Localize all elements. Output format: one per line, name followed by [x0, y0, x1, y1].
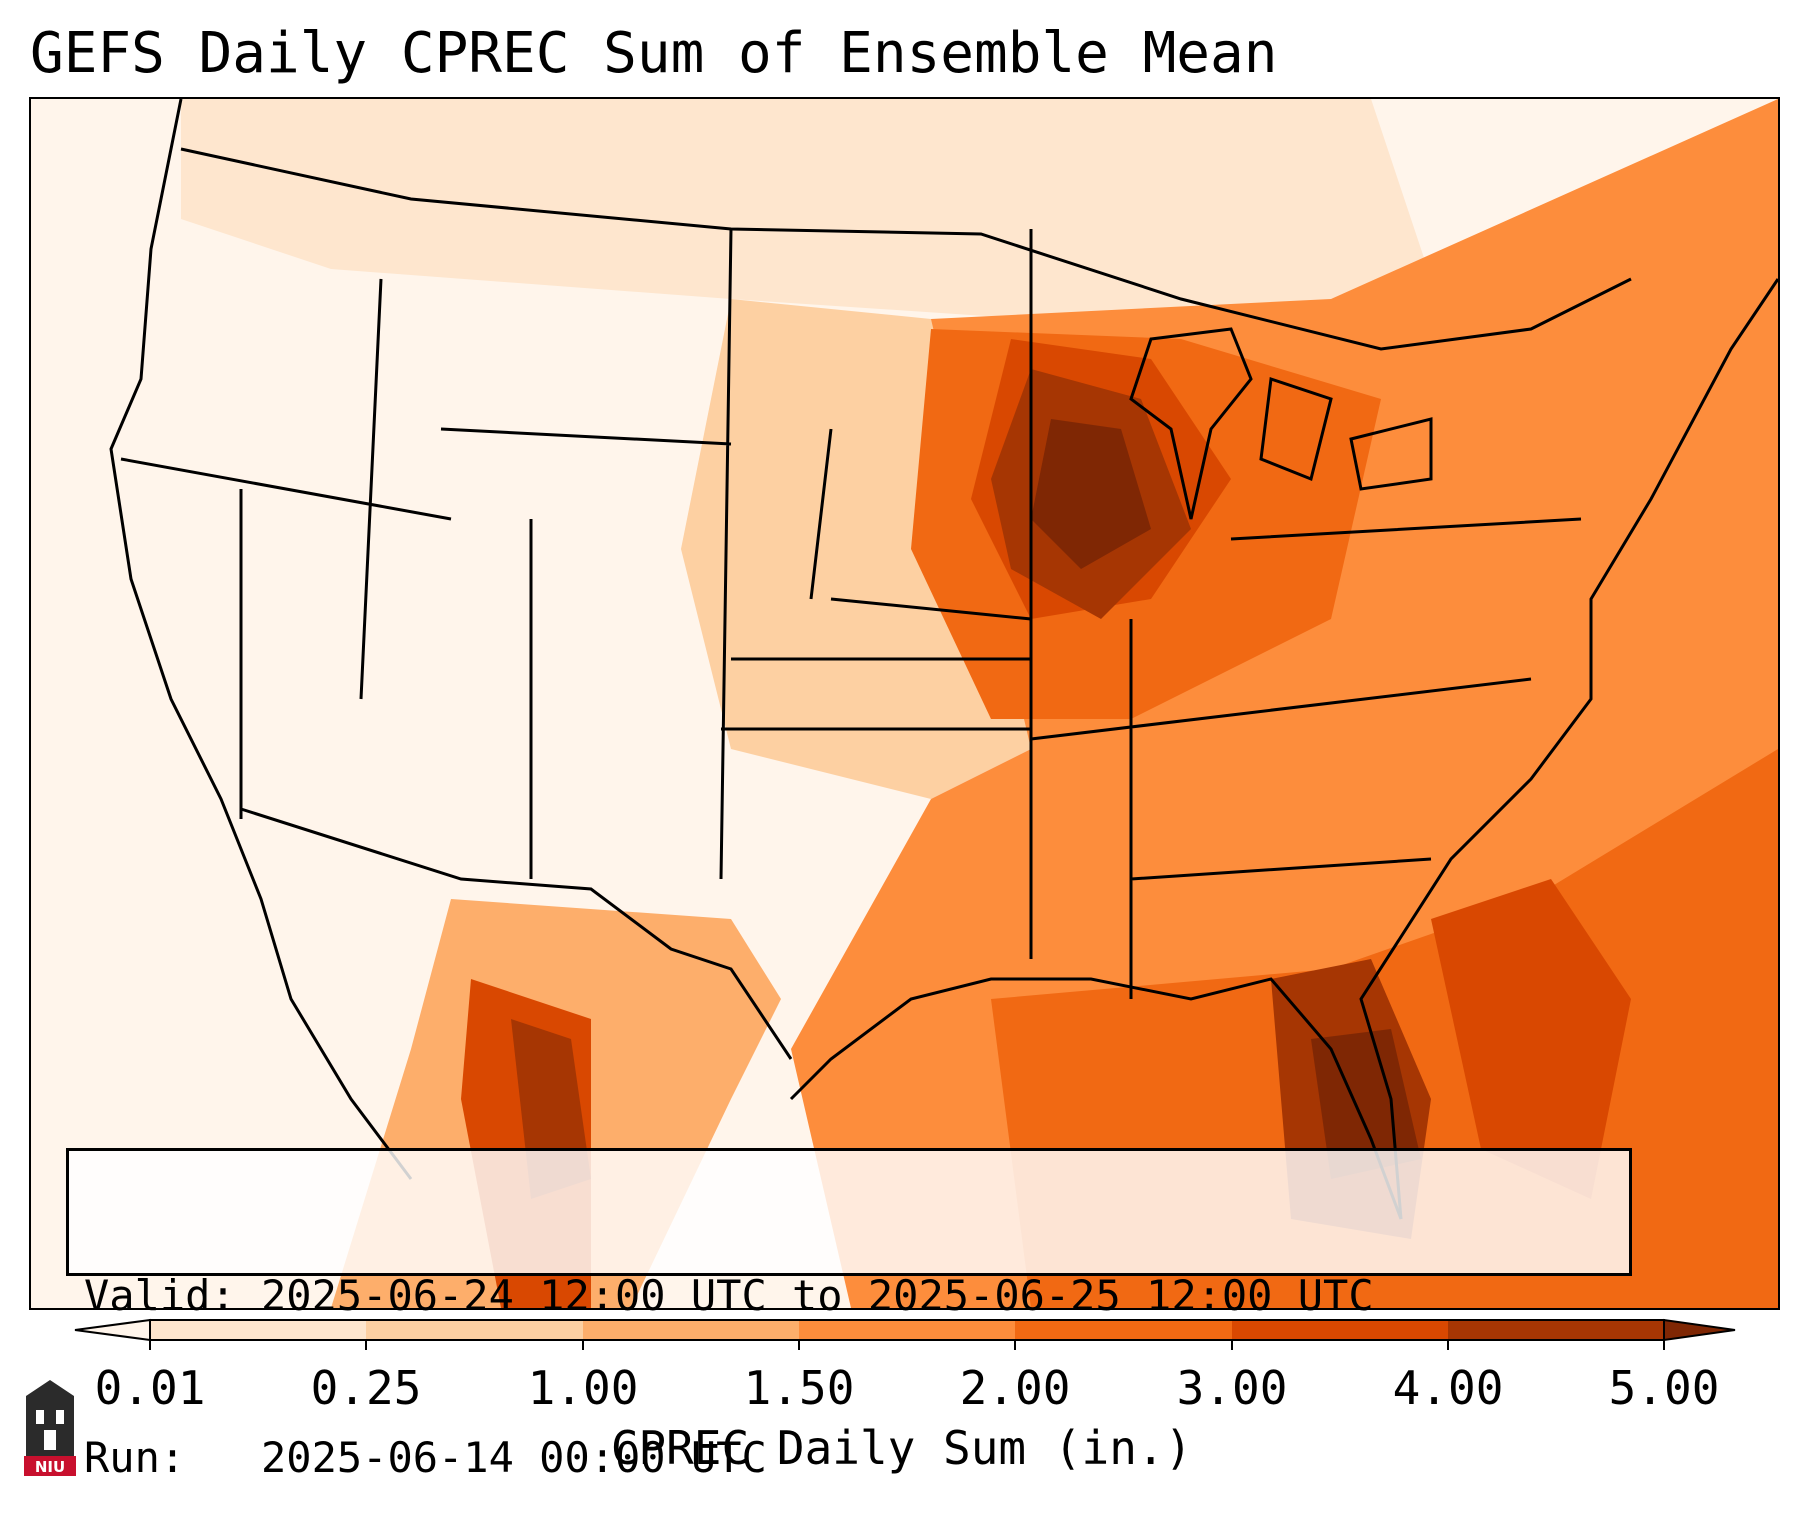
- colorbar-outline: [149, 1319, 1665, 1341]
- colorbar-segment: [1232, 1320, 1448, 1340]
- colorbar-tick-label: 5.00: [1608, 1361, 1720, 1415]
- colorbar-segment: [366, 1320, 583, 1340]
- valid-time-range: 2025-06-24 12:00 UTC to 2025-06-25 12:00…: [261, 1271, 1374, 1320]
- colorbar-segment: [799, 1320, 1015, 1340]
- map-title: GEFS Daily CPREC Sum of Ensemble Mean: [30, 21, 1278, 86]
- colorbar-label: CPREC Daily Sum (in.): [610, 1421, 1193, 1475]
- gulf-coastline: [789, 977, 1403, 1220]
- colorbar-segment: [583, 1320, 799, 1340]
- colorbar-extend-high: [1663, 1318, 1736, 1342]
- colorbar-tick-label: 1.00: [527, 1361, 639, 1415]
- run-time-line: Run: 2025-06-14 00:00 UTC: [84, 1431, 1629, 1485]
- niu-logo: NIU: [24, 1380, 76, 1476]
- rain-field-light-north: [181, 99, 1431, 329]
- colorbar-tick-label: 2.00: [959, 1361, 1071, 1415]
- colorbar-segment: [150, 1320, 366, 1340]
- map-panel: [29, 97, 1780, 1310]
- great-lakes: [1129, 327, 1433, 520]
- colorbar-segment: [1015, 1320, 1232, 1340]
- colorbar-extend-low: [74, 1318, 151, 1342]
- run-time: 2025-06-14 00:00 UTC: [261, 1433, 767, 1482]
- colorbar-tick-label: 4.00: [1392, 1361, 1504, 1415]
- coastline: [109, 99, 413, 1180]
- logo-roof-icon: [26, 1380, 74, 1396]
- run-label: Run:: [84, 1433, 236, 1482]
- pacific-region: [31, 99, 281, 1308]
- valid-time-line: Valid: 2025-06-24 12:00 UTC to 2025-06-2…: [84, 1269, 1629, 1323]
- colorbar-tick-label: 3.00: [1176, 1361, 1288, 1415]
- canada-border: [180, 147, 1632, 351]
- colorbar-segment: [1448, 1320, 1664, 1340]
- colorbar-tick-label: 0.25: [310, 1361, 422, 1415]
- logo-text: NIU: [35, 1458, 65, 1476]
- colorbar: [74, 1318, 1736, 1350]
- rain-field-atlantic: [1431, 879, 1631, 1199]
- state-borders: [120, 228, 1582, 999]
- colorbar-tick-label: 0.01: [94, 1361, 206, 1415]
- rain-field-max-iowa: [1031, 419, 1151, 569]
- colorbar-tick-label: 1.50: [743, 1361, 855, 1415]
- atlantic-coastline: [1359, 278, 1778, 1220]
- precipitation-map: [31, 99, 1778, 1308]
- validity-info-box: Valid: 2025-06-24 12:00 UTC to 2025-06-2…: [66, 1148, 1632, 1482]
- valid-label: Valid:: [84, 1271, 236, 1320]
- logo-banner: [24, 1456, 76, 1476]
- mexico-border: [240, 807, 793, 1060]
